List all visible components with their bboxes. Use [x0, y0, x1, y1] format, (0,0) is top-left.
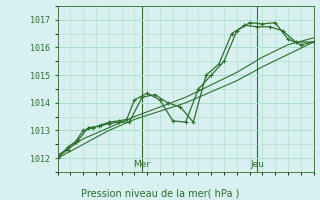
Text: Mer: Mer: [133, 160, 151, 169]
Text: Jeu: Jeu: [250, 160, 264, 169]
Text: Pression niveau de la mer( hPa ): Pression niveau de la mer( hPa ): [81, 188, 239, 198]
